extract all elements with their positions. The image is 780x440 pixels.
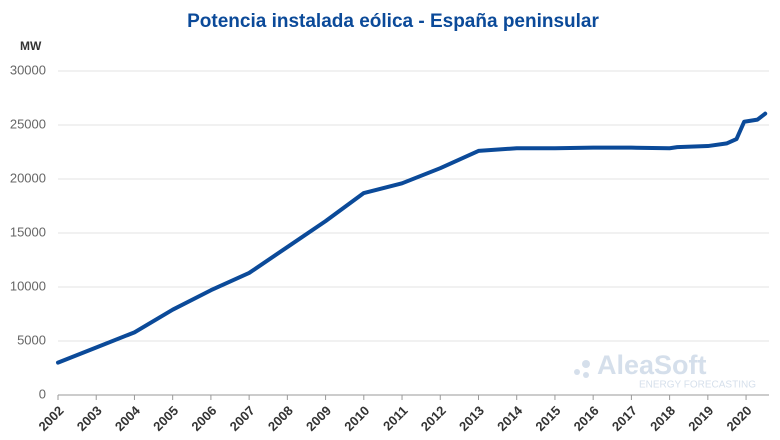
watermark-tagline: ENERGY FORECASTING — [639, 380, 756, 391]
x-tick-label: 2012 — [418, 403, 449, 434]
x-tick-label: 2004 — [112, 402, 144, 434]
x-tick-label: 2007 — [227, 403, 258, 434]
y-tick-label: 10000 — [10, 278, 46, 293]
x-tick-label: 2003 — [74, 403, 105, 434]
x-tick-label: 2010 — [341, 403, 372, 434]
x-tick-label: 2011 — [380, 403, 411, 434]
x-tick-label: 2002 — [35, 403, 66, 434]
x-tick-label: 2020 — [724, 403, 755, 434]
y-tick-label: 30000 — [10, 62, 46, 77]
x-tick-label: 2009 — [303, 403, 334, 434]
x-tick-label: 2014 — [494, 402, 526, 434]
x-tick-label: 2018 — [647, 403, 678, 434]
y-tick-label: 15000 — [10, 224, 46, 239]
x-tick-label: 2017 — [609, 403, 640, 434]
x-tick-label: 2006 — [188, 403, 219, 434]
y-tick-label: 25000 — [10, 116, 46, 131]
x-tick-label: 2005 — [150, 403, 181, 434]
chart-title: Potencia instalada eólica - España penin… — [187, 11, 599, 32]
watermark-brand: AleaSoft — [597, 350, 707, 380]
x-tick-label: 2008 — [265, 403, 296, 434]
watermark: AleaSoft ENERGY FORECASTING — [574, 350, 756, 391]
y-tick-label: 20000 — [10, 170, 46, 185]
x-tick-label: 2019 — [685, 403, 716, 434]
y-axis-label: MW — [20, 39, 42, 53]
y-tick-label: 0 — [39, 386, 46, 401]
x-tick-label: 2015 — [532, 403, 563, 434]
x-tick-label: 2016 — [571, 403, 602, 434]
watermark-icon — [582, 360, 590, 368]
x-tick-label: 2013 — [456, 403, 487, 434]
y-tick-label: 5000 — [17, 332, 46, 347]
data-line — [56, 111, 768, 365]
watermark-icon — [574, 369, 580, 375]
watermark-icon — [583, 372, 589, 378]
